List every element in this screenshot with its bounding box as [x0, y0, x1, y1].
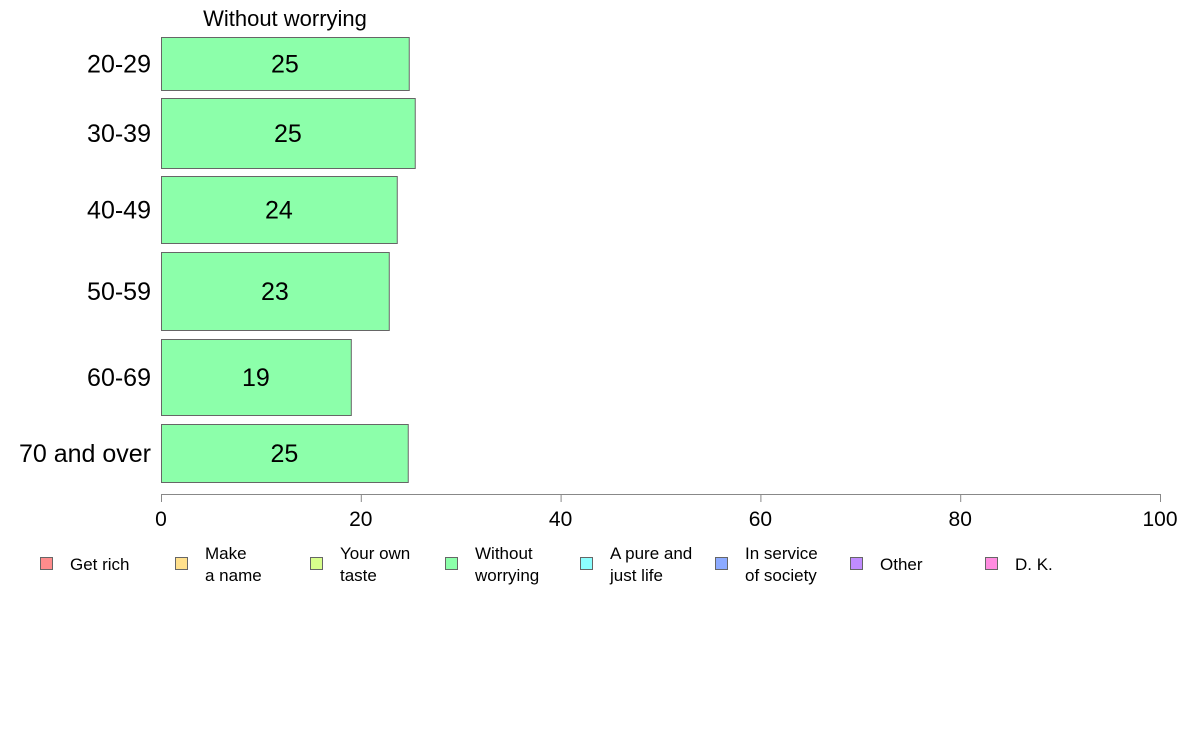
legend-label: Other [880, 555, 923, 574]
category-label: 60-69 [87, 364, 151, 392]
bar-value-label: 24 [265, 197, 293, 225]
bar [161, 37, 410, 91]
legend-swatch [985, 557, 998, 570]
bar [161, 176, 398, 244]
legend-label: Get rich [70, 555, 130, 574]
bar-value-label: 19 [242, 364, 270, 392]
bar-value-label: 25 [270, 440, 298, 468]
bars-group: 25 20-29 25 30-39 24 40-49 23 50-59 19 60-69 25 70 … [19, 37, 416, 483]
bar [161, 339, 352, 416]
x-tick-label: 40 [549, 508, 572, 531]
x-tick-label: 100 [1142, 508, 1177, 531]
bar-value-label: 25 [274, 120, 302, 148]
chart-title: Without worrying [203, 6, 367, 31]
legend-swatch [850, 557, 863, 570]
x-tick-label: 0 [155, 508, 167, 531]
legend: Get rich Make a name Your own taste Without wo… [40, 544, 1053, 585]
bar-value-label: 25 [271, 51, 299, 79]
legend-swatch [310, 557, 323, 570]
legend-label: Make a name [205, 544, 262, 585]
legend-label: Without worrying [474, 544, 539, 585]
category-label: 70 and over [19, 440, 151, 468]
category-label: 50-59 [87, 278, 151, 306]
bar [161, 252, 390, 331]
bar [161, 98, 416, 169]
legend-swatch [445, 557, 458, 570]
category-label: 30-39 [87, 120, 151, 148]
legend-label: D. K. [1015, 555, 1053, 574]
category-label: 40-49 [87, 197, 151, 225]
legend-swatch [175, 557, 188, 570]
x-tick-label: 20 [349, 508, 372, 531]
legend-label: In service of society [745, 544, 818, 585]
bar-value-label: 23 [261, 278, 289, 306]
legend-swatch [715, 557, 728, 570]
legend-swatch [580, 557, 593, 570]
legend-label: Your own taste [340, 544, 410, 585]
x-axis: 0 20 40 60 80 100 [155, 494, 1178, 531]
legend-label: A pure and just life [609, 544, 692, 585]
x-tick-label: 80 [949, 508, 972, 531]
x-tick-label: 60 [749, 508, 772, 531]
category-label: 20-29 [87, 51, 151, 79]
legend-swatch [40, 557, 53, 570]
bar [161, 424, 409, 483]
